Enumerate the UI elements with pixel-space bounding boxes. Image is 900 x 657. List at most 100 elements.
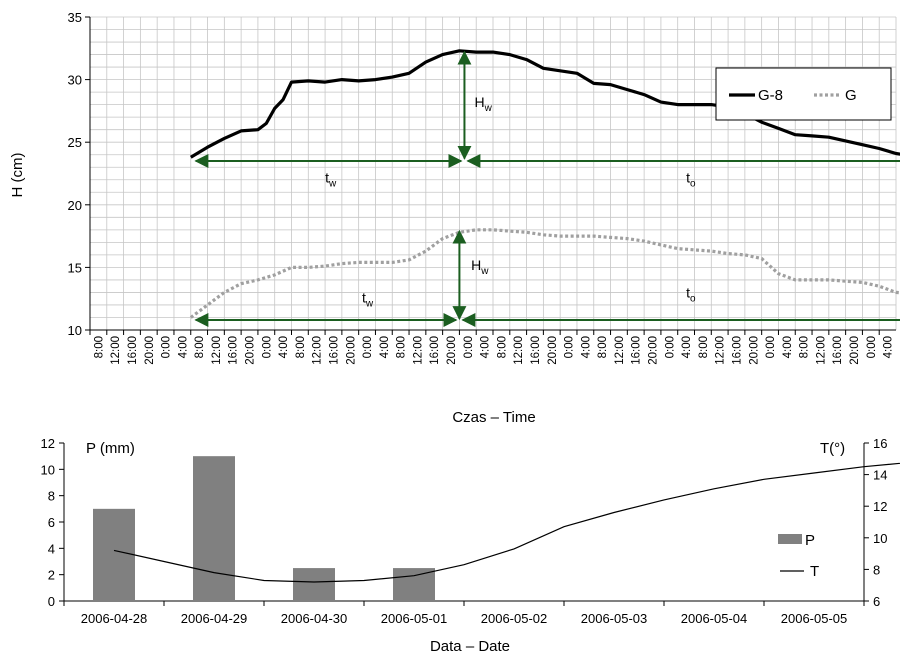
label-tw-g8: tw xyxy=(325,169,337,189)
x-tick-label: 16:00 xyxy=(127,336,139,365)
precip-bar xyxy=(393,568,435,601)
bottom-chart-axes xyxy=(63,443,865,602)
x-category-label: 2006-04-29 xyxy=(181,611,248,626)
x-tick-label: 8:00 xyxy=(295,336,307,358)
precip-bar xyxy=(193,456,235,601)
top-chart-grid xyxy=(89,16,897,331)
y-tick-label: 30 xyxy=(68,73,82,88)
left-tick-label: 12 xyxy=(41,436,55,451)
temperature-line xyxy=(113,462,900,583)
x-tick-label: 20:00 xyxy=(144,336,156,365)
bottom-right-axis-label: T(°) xyxy=(820,440,845,457)
x-category-label: 2006-04-30 xyxy=(281,611,348,626)
x-tick-label: 4:00 xyxy=(681,336,693,358)
x-tick-label: 8:00 xyxy=(799,336,811,358)
legend-label-g: G xyxy=(845,87,857,104)
top-chart-series xyxy=(189,49,900,319)
x-tick-label: 4:00 xyxy=(580,336,592,358)
top-y-axis-label: H (cm) xyxy=(9,153,26,198)
legend-label-t: T xyxy=(810,563,819,580)
x-tick-label: 0:00 xyxy=(362,336,374,358)
x-category-label: 2006-05-03 xyxy=(581,611,648,626)
x-tick-label: 16:00 xyxy=(328,336,340,365)
x-tick-label: 16:00 xyxy=(731,336,743,365)
bottom-chart-ticks: 0 2 4 6 8 10 12 6 8 10 12 14 16 2006-04-28 2006-04-29 2… xyxy=(41,436,888,626)
y-tick-label: 20 xyxy=(68,198,82,213)
x-tick-label: 0:00 xyxy=(664,336,676,358)
x-tick-label: 8:00 xyxy=(698,336,710,358)
top-x-axis-label: Czas – Time xyxy=(452,409,535,426)
label-hw-g8: Hw xyxy=(475,94,493,114)
x-tick-label: 16:00 xyxy=(530,336,542,365)
legend-label-g8: G-8 xyxy=(758,87,783,104)
x-category-label: 2006-05-05 xyxy=(781,611,848,626)
left-tick-label: 6 xyxy=(48,515,55,530)
x-tick-label: 0:00 xyxy=(161,336,173,358)
x-tick-label: 0:00 xyxy=(564,336,576,358)
top-chart-y-ticks: 10 15 20 25 30 35 xyxy=(68,10,90,338)
left-tick-label: 8 xyxy=(48,489,55,504)
right-tick-label: 10 xyxy=(873,531,887,546)
x-tick-label: 20:00 xyxy=(849,336,861,365)
legend-label-p: P xyxy=(805,532,815,549)
x-tick-label: 8:00 xyxy=(597,336,609,358)
water-level-chart: 10 15 20 25 30 35 8:00 12:00 16:00 20:00 0:00 4:00… xyxy=(9,10,900,426)
bottom-x-axis-label: Data – Date xyxy=(430,638,510,655)
top-chart-annotations: Hw tw to Hw tw to xyxy=(194,50,900,327)
x-tick-label: 16:00 xyxy=(228,336,240,365)
x-tick-label: 4:00 xyxy=(782,336,794,358)
left-tick-label: 4 xyxy=(48,541,55,556)
x-tick-label: 20:00 xyxy=(547,336,559,365)
x-tick-label: 12:00 xyxy=(211,336,223,365)
y-tick-label: 10 xyxy=(68,323,82,338)
right-tick-label: 14 xyxy=(873,468,887,483)
x-category-label: 2006-05-01 xyxy=(381,611,448,626)
right-tick-label: 16 xyxy=(873,436,887,451)
x-tick-label: 20:00 xyxy=(648,336,660,365)
precip-bar xyxy=(293,568,335,601)
bottom-chart-legend: PT xyxy=(778,532,819,580)
series-line-g8 xyxy=(189,49,900,159)
label-hw-g: Hw xyxy=(471,257,489,277)
label-to-g: to xyxy=(686,284,696,304)
left-tick-label: 10 xyxy=(41,462,55,477)
x-tick-label: 0:00 xyxy=(866,336,878,358)
bottom-left-axis-label: P (mm) xyxy=(86,440,135,457)
x-tick-label: 4:00 xyxy=(883,336,895,358)
right-tick-label: 12 xyxy=(873,499,887,514)
right-tick-label: 6 xyxy=(873,594,880,609)
legend-swatch-p xyxy=(778,534,802,544)
left-tick-label: 2 xyxy=(48,568,55,583)
left-tick-label: 0 xyxy=(48,594,55,609)
label-tw-g: tw xyxy=(362,289,374,309)
x-tick-label: 16:00 xyxy=(631,336,643,365)
x-tick-label: 12:00 xyxy=(715,336,727,365)
x-category-label: 2006-05-04 xyxy=(681,611,748,626)
y-tick-label: 35 xyxy=(68,10,82,25)
x-tick-label: 4:00 xyxy=(379,336,391,358)
x-tick-label: 0:00 xyxy=(463,336,475,358)
x-tick-label: 20:00 xyxy=(748,336,760,365)
x-tick-label: 0:00 xyxy=(765,336,777,358)
bottom-chart-bars xyxy=(93,456,435,601)
x-tick-label: 20:00 xyxy=(446,336,458,365)
series-line-g xyxy=(189,228,900,319)
top-chart-legend: G-8 G xyxy=(715,67,892,121)
x-tick-label: 16:00 xyxy=(832,336,844,365)
x-tick-label: 8:00 xyxy=(496,336,508,358)
x-tick-label: 12:00 xyxy=(312,336,324,365)
x-tick-label: 12:00 xyxy=(815,336,827,365)
x-tick-label: 8:00 xyxy=(93,336,105,358)
x-tick-label: 12:00 xyxy=(614,336,626,365)
x-tick-label: 4:00 xyxy=(177,336,189,358)
x-tick-label: 12:00 xyxy=(412,336,424,365)
x-tick-label: 4:00 xyxy=(480,336,492,358)
x-tick-label: 0:00 xyxy=(261,336,273,358)
x-tick-label: 20:00 xyxy=(345,336,357,365)
x-tick-label: 16:00 xyxy=(429,336,441,365)
x-category-label: 2006-05-02 xyxy=(481,611,548,626)
x-tick-label: 12:00 xyxy=(513,336,525,365)
x-tick-label: 4:00 xyxy=(278,336,290,358)
precipitation-temperature-chart: 0 2 4 6 8 10 12 6 8 10 12 14 16 2006-04-28 2006-04-29 2… xyxy=(41,436,900,655)
